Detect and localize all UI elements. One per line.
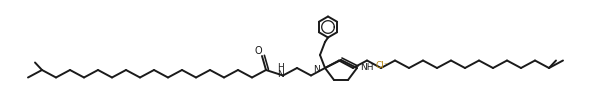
Text: O: O: [254, 46, 262, 56]
Text: NH: NH: [360, 62, 373, 71]
Text: N: N: [313, 64, 320, 73]
Text: N: N: [278, 70, 284, 79]
Text: H: H: [276, 63, 283, 72]
Text: Cl⁻: Cl⁻: [375, 60, 388, 69]
